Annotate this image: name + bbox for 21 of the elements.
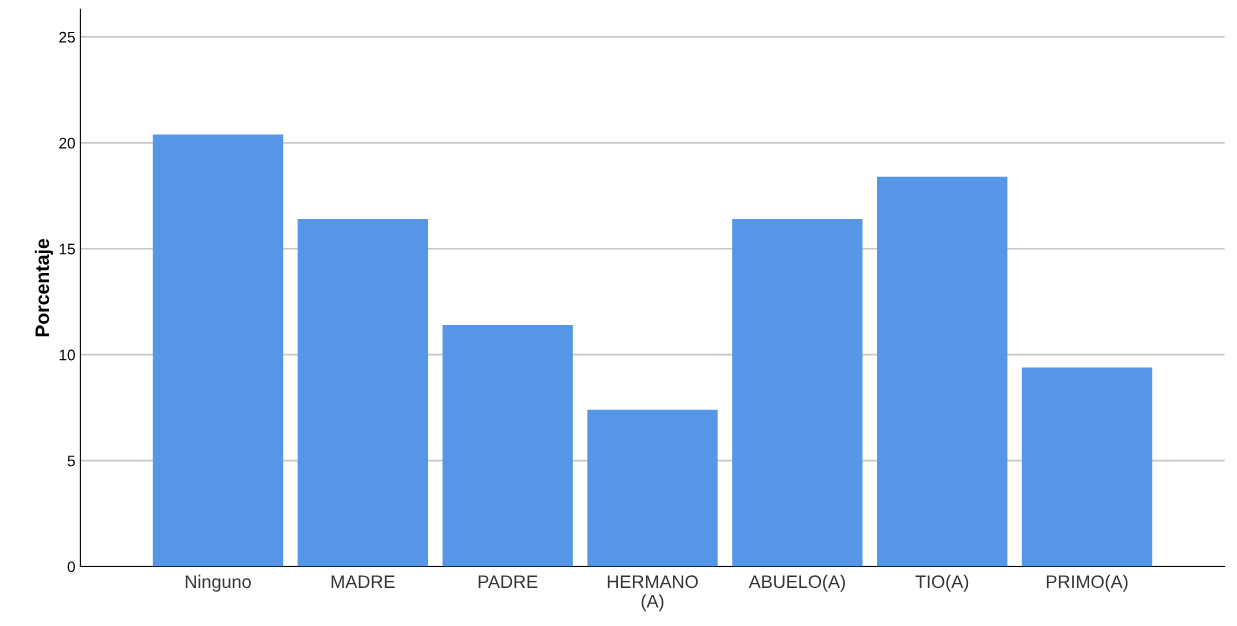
y-tick-label: 0 — [67, 561, 75, 573]
x-tick-label: MADRE — [331, 575, 395, 588]
bar — [732, 219, 863, 567]
x-tick-label: Ninguno — [185, 574, 251, 592]
y-tick-label: 20 — [59, 137, 75, 149]
x-tick-label: TIO(A) — [915, 574, 969, 592]
y-axis-title: Porcentaje — [34, 238, 53, 337]
x-tick-label: ABUELO(A) — [748, 574, 845, 592]
y-tick-label: 5 — [67, 455, 75, 467]
y-tick-label: 15 — [59, 243, 75, 255]
bar — [587, 409, 718, 567]
y-tick-label: 10 — [59, 349, 75, 361]
x-tick-label: HERMANO (A) — [607, 575, 698, 612]
bar — [297, 219, 429, 567]
bar — [1021, 367, 1153, 567]
bar — [877, 176, 1008, 567]
x-tick-label: PADRE — [478, 575, 538, 588]
y-tick-label: 25 — [59, 31, 75, 43]
bar — [442, 325, 573, 567]
bar — [152, 134, 284, 567]
x-tick-label: PRIMO(A) — [1046, 574, 1128, 592]
